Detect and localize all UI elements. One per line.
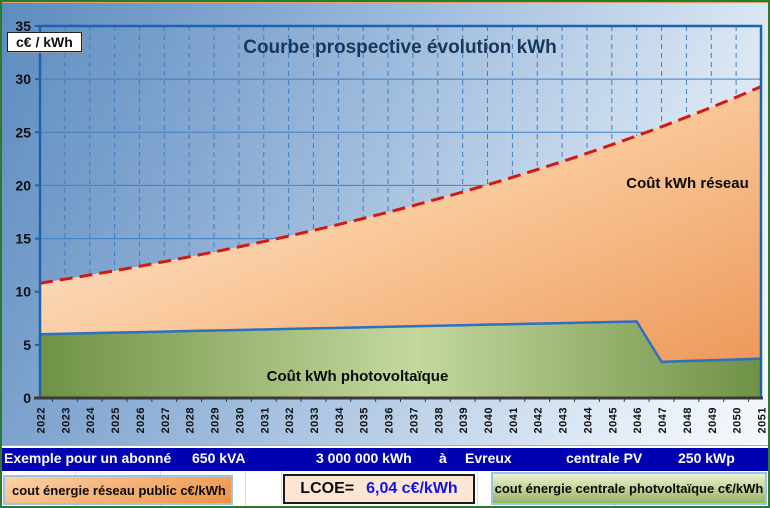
cell-border	[281, 471, 282, 506]
x-axis-label: 2022	[36, 407, 48, 433]
x-axis-label: 2030	[234, 407, 246, 433]
x-axis-label: 2042	[533, 407, 545, 433]
reseau-area	[40, 86, 761, 398]
x-axis-label: 2049	[707, 407, 719, 433]
pv-area	[40, 321, 761, 398]
banner-subscriber-label: Exemple pour un abonné	[4, 450, 172, 466]
x-axis-label: 2031	[259, 407, 271, 433]
banner-kva-value: 650 kVA	[192, 450, 246, 466]
legend-reseau-box: cout énergie réseau public c€/kWh	[3, 475, 233, 505]
pv-line	[39, 320, 762, 364]
x-axis-label: 2036	[384, 407, 396, 433]
chart-canvas: 0 5 10 15 20 25 30 35 2022 2023 2024 2025 2026 2027 20…	[2, 2, 768, 446]
banner-kwh-value: 3 000 000 kWh	[316, 450, 412, 466]
x-axis-label: 2027	[160, 407, 172, 433]
x-axis-label: 2039	[458, 407, 470, 433]
pv-area-label: Coût kWh photovoltaïque	[266, 368, 449, 385]
x-axis-label: 2025	[110, 407, 122, 433]
x-axis-label: 2023	[60, 407, 72, 433]
y-axis-label: 25	[15, 124, 31, 140]
x-axis-label: 2043	[558, 407, 570, 433]
x-axis-label: 2035	[359, 407, 371, 433]
banner-a-label: à	[439, 450, 447, 466]
y-axis-label: 10	[15, 284, 31, 300]
banner-pv-plant-label: centrale PV	[566, 450, 643, 466]
x-axis-label: 2046	[632, 407, 644, 433]
cell-border	[477, 471, 478, 506]
cell-border	[245, 471, 246, 506]
y-axis-label: 0	[23, 390, 31, 406]
y-axis-label: 5	[23, 337, 31, 353]
lcoe-label: LCOE=	[300, 480, 355, 497]
x-axis-label: 2051	[757, 407, 769, 433]
example-info-banner: Exemple pour un abonné 650 kVA 3 000 000…	[2, 448, 768, 471]
legend-row: cout énergie réseau public c€/kWh LCOE= …	[2, 471, 768, 506]
x-axis-label: 2024	[85, 407, 97, 434]
x-axis-label: 2026	[135, 407, 147, 433]
reseau-area-label: Coût kWh réseau	[626, 175, 749, 192]
legend-pv-box: cout énergie centrale photvoltaïque c€/k…	[491, 472, 767, 505]
reseau-line	[39, 85, 762, 285]
lcoe-box: LCOE= 6,04 c€/kWh	[283, 474, 475, 504]
x-axis-label: 2034	[334, 407, 346, 434]
y-axis-label: 20	[15, 177, 31, 193]
x-axis-label: 2045	[607, 407, 619, 433]
x-axis-label: 2048	[682, 407, 694, 433]
x-axis-label: 2037	[408, 407, 420, 433]
x-axis-label: 2040	[483, 407, 495, 433]
y-axis-unit-box: c€ / kWh	[7, 32, 82, 52]
plot-border	[38, 24, 763, 398]
x-axis-label: 2038	[433, 407, 445, 433]
y-axis-label: 30	[15, 71, 31, 87]
x-axis-label: 2047	[657, 407, 669, 433]
banner-kwp-value: 250 kWp	[678, 450, 735, 466]
lcoe-value: 6,04 c€/kWh	[366, 480, 458, 497]
y-axis-label: 15	[15, 231, 31, 247]
chart-title: Courbe prospective évolution kWh	[243, 37, 557, 58]
x-axis-label: 2032	[284, 407, 296, 433]
x-axis-label: 2028	[185, 407, 197, 433]
x-axis-label: 2041	[508, 407, 520, 433]
x-axis-label: 2029	[210, 407, 222, 433]
banner-city-value: Evreux	[465, 450, 512, 466]
y-axis-label: 35	[15, 18, 31, 34]
x-axis-label: 2033	[309, 407, 321, 433]
x-axis-label: 2044	[582, 407, 594, 434]
x-axis-label: 2050	[732, 407, 744, 433]
